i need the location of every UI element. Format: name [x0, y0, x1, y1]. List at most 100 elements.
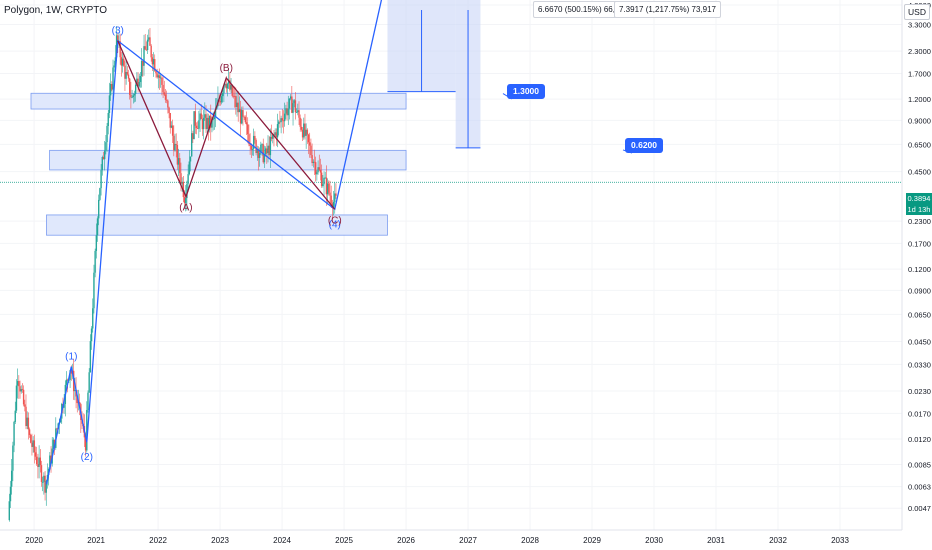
zone-rect[interactable]	[49, 149, 407, 171]
candle-body	[37, 464, 39, 467]
candle-body	[237, 102, 239, 113]
last-price-value: 0.3894	[907, 194, 931, 203]
candle-body	[198, 120, 200, 129]
candle-body	[74, 389, 76, 392]
candle-body	[146, 39, 149, 51]
candle-body	[31, 442, 33, 447]
wave-labels: (1) (2) (3) (4) (A) (B) (C)	[65, 26, 342, 463]
candle-body	[43, 475, 45, 482]
candle-body	[124, 65, 126, 79]
candle-body	[233, 95, 236, 97]
candle-body	[109, 84, 112, 96]
measure-label-1[interactable]: 6.6670 (500.15%) 66,670	[533, 1, 634, 18]
candle-body	[157, 75, 160, 78]
candle-body	[132, 95, 134, 98]
candle-body	[155, 70, 157, 74]
price-tick-label: 0.0900	[908, 286, 931, 295]
candle-body	[298, 110, 300, 118]
candle-body	[148, 37, 150, 40]
candle-body	[245, 122, 248, 125]
candle-body	[251, 148, 254, 150]
measurement-boxes[interactable]	[387, 0, 633, 154]
candle-body	[292, 103, 294, 113]
candle-body	[261, 144, 263, 146]
currency-button[interactable]: USD	[904, 4, 930, 20]
candle-body	[50, 455, 52, 464]
candle-body	[244, 117, 247, 123]
candle-body	[199, 113, 201, 121]
candle-body	[14, 410, 16, 422]
impulse-wave-line[interactable]	[45, 0, 384, 485]
wave-lines[interactable]	[45, 0, 384, 485]
candle-body	[254, 135, 256, 140]
candle-body	[136, 78, 138, 85]
time-tick-label: 2021	[87, 536, 105, 545]
candle-body	[303, 123, 305, 138]
candle-body	[143, 46, 145, 66]
candle-body	[179, 158, 181, 174]
candle-body	[120, 57, 123, 66]
candle-body	[78, 402, 81, 405]
candle-body	[41, 481, 44, 483]
candle-body	[151, 57, 154, 65]
candle-body	[33, 440, 36, 453]
candle-body	[176, 145, 179, 165]
candle-body	[270, 136, 273, 139]
candle-body	[133, 93, 136, 96]
candle-body	[230, 85, 232, 90]
candle-body	[102, 157, 105, 160]
candle-body	[89, 341, 92, 373]
candle-body	[235, 96, 237, 108]
candle-body	[100, 170, 102, 189]
candle-body	[236, 102, 238, 108]
candle-body	[287, 108, 289, 116]
candle-body	[243, 116, 245, 118]
candle-body	[324, 177, 326, 179]
abc-wave-label: (A)	[179, 203, 192, 214]
time-axis[interactable]: 2020 2021 2022 2023 2024 2025 2026 2027 2028 2029…	[0, 529, 902, 545]
candle-body	[286, 108, 288, 116]
abc-correction-line[interactable]	[117, 40, 336, 210]
candle-body	[140, 60, 143, 77]
candle-body	[279, 121, 281, 123]
price-tick-label: 0.9000	[908, 116, 931, 125]
candle-body	[138, 81, 140, 87]
candle-body	[268, 145, 270, 156]
target-callout-1[interactable]: 1.3000	[507, 84, 545, 99]
price-axis[interactable]: 4.30003.30002.30001.70001.20000.90000.65…	[901, 0, 931, 530]
candle-body	[169, 112, 171, 128]
candle-body	[285, 108, 287, 114]
candle-body	[16, 381, 19, 386]
candle-body	[156, 73, 158, 78]
zone-rect[interactable]	[46, 214, 388, 236]
candle-body	[320, 172, 323, 187]
candle-body	[275, 132, 278, 138]
target-callout-2[interactable]: 0.6200	[625, 138, 663, 153]
candle-body	[207, 117, 210, 129]
candle-body	[22, 389, 25, 405]
candle-body	[96, 218, 99, 236]
candle-body	[98, 199, 100, 219]
candle-body	[84, 437, 87, 451]
candle-body	[44, 475, 46, 493]
candle-body	[20, 389, 22, 392]
price-tick-label: 0.0063	[908, 483, 931, 492]
candle-body	[242, 110, 244, 117]
candle-body	[26, 417, 28, 427]
candle-body	[314, 162, 317, 175]
candle-body	[30, 434, 32, 443]
candle-body	[131, 97, 133, 98]
candle-body	[168, 107, 170, 113]
measure-label-2[interactable]: 7.3917 (1,217.75%) 73,917	[614, 1, 721, 18]
candle-body	[36, 456, 38, 465]
candle-body	[220, 96, 223, 103]
candle-body	[319, 169, 322, 173]
price-tick-label: 0.6500	[908, 140, 931, 149]
candle-body	[28, 429, 31, 435]
candle-body	[208, 115, 211, 129]
candle-body	[200, 113, 202, 119]
candle-body	[185, 198, 187, 204]
candle-body	[149, 37, 151, 46]
support-resistance-zones[interactable]	[30, 92, 407, 236]
